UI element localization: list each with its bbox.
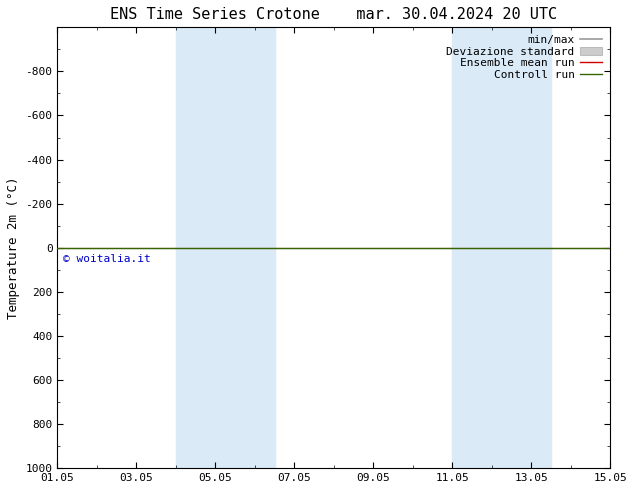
Bar: [452, 27, 551, 468]
Y-axis label: Temperature 2m (°C): Temperature 2m (°C): [7, 176, 20, 319]
Bar: [176, 27, 275, 468]
Title: ENS Time Series Crotone    mar. 30.04.2024 20 UTC: ENS Time Series Crotone mar. 30.04.2024 …: [110, 7, 557, 22]
Text: © woitalia.it: © woitalia.it: [63, 254, 151, 264]
Legend: min/max, Deviazione standard, Ensemble mean run, Controll run: min/max, Deviazione standard, Ensemble m…: [444, 33, 605, 82]
